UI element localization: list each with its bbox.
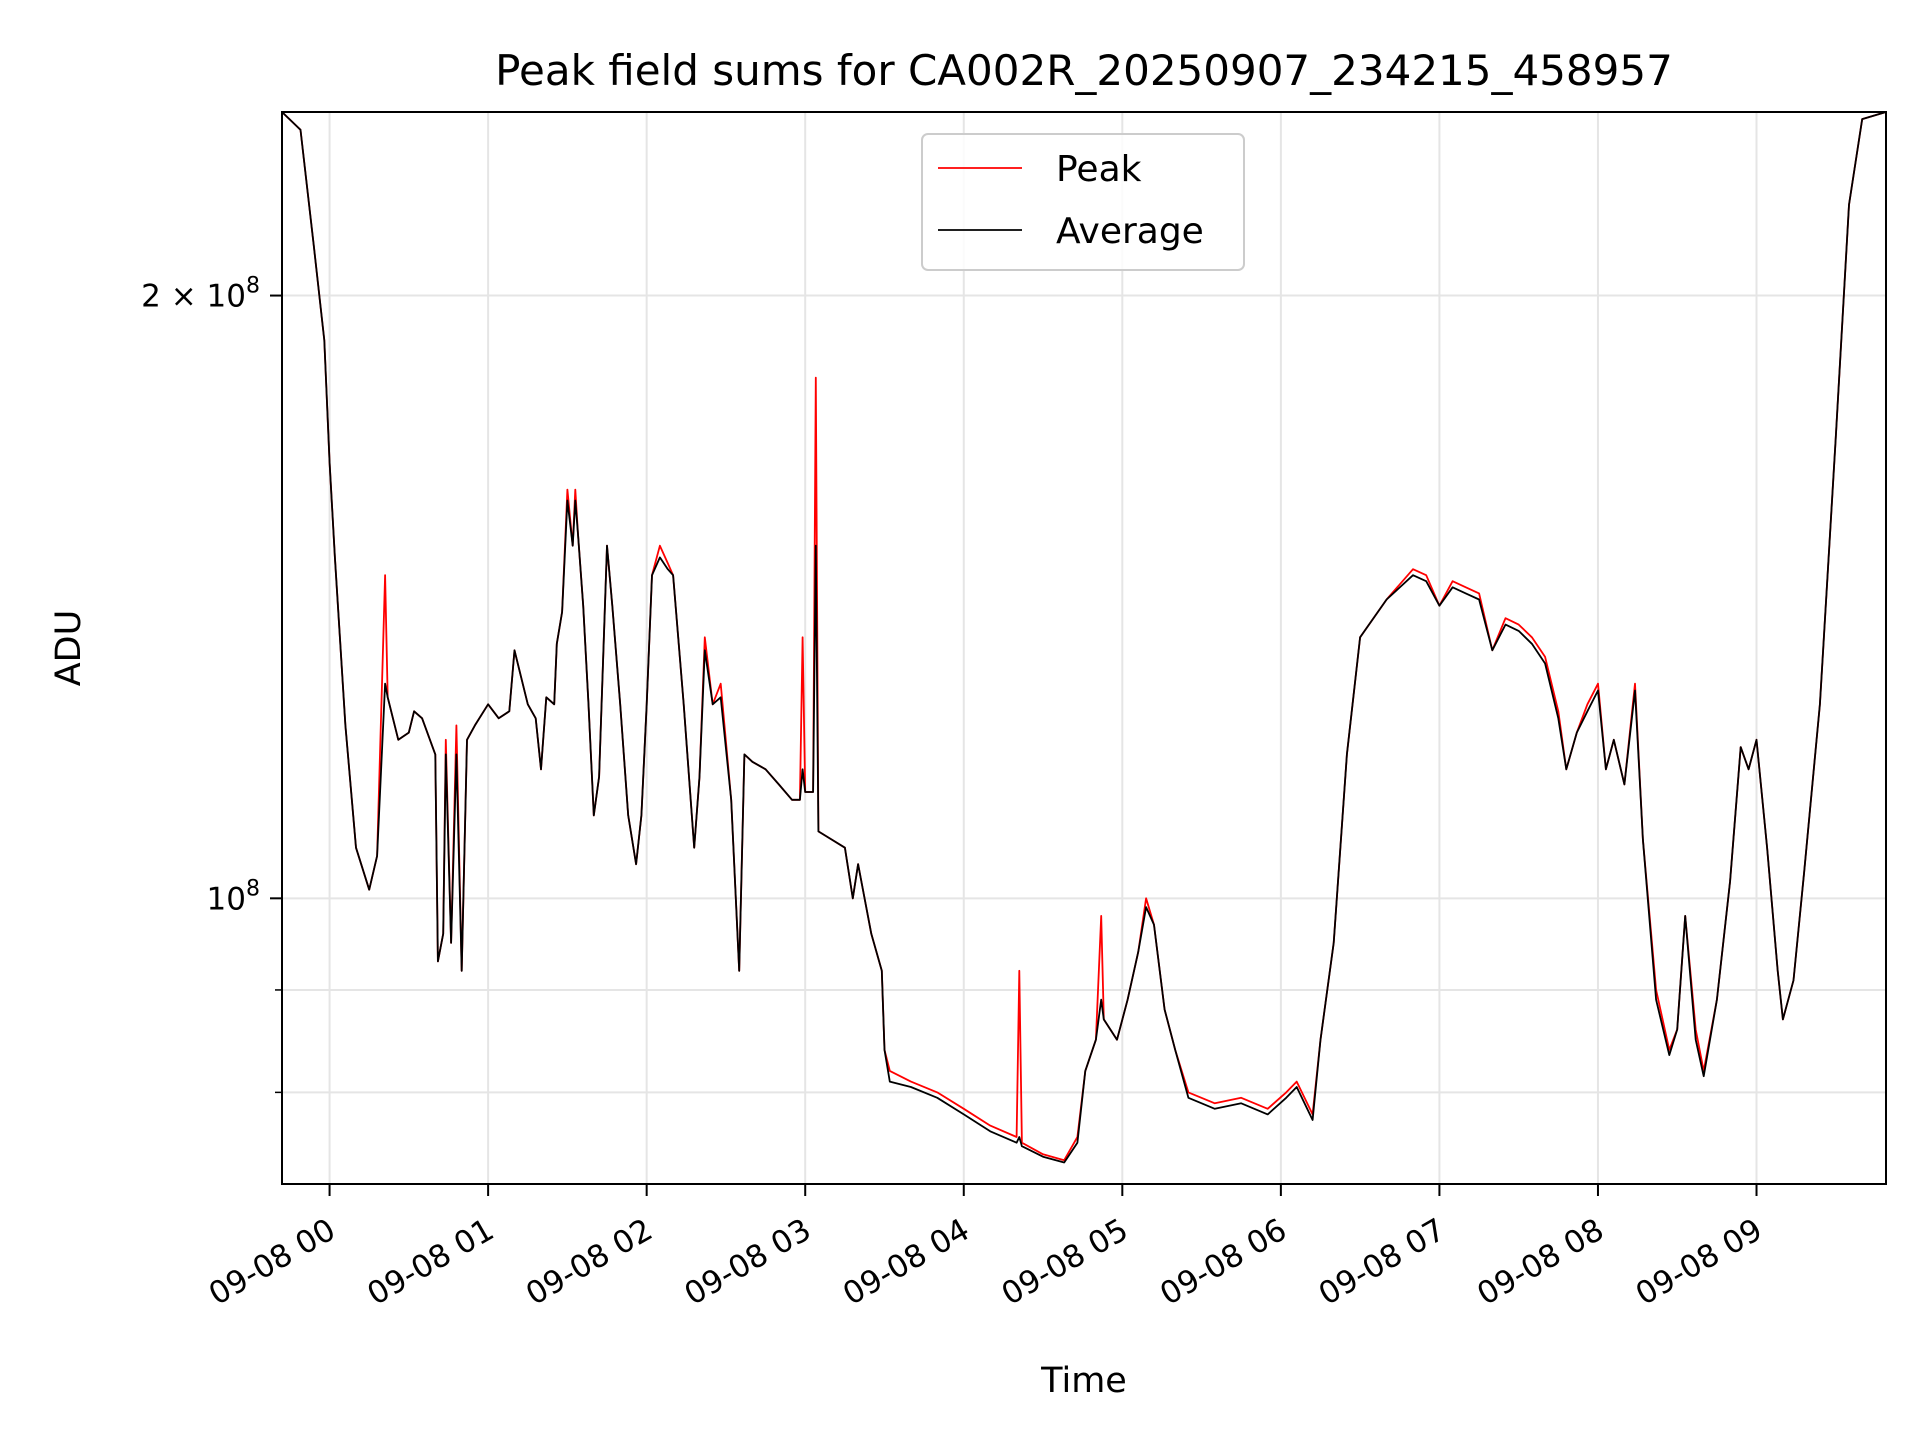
series-line-average	[281, 111, 1887, 1164]
y-axis-ticks: 108 2 × 108	[141, 274, 282, 1094]
legend-label-average: Average	[1056, 211, 1204, 252]
legend-label-peak: Peak	[1056, 149, 1142, 190]
plot-series	[281, 111, 1887, 1164]
legend: Peak Average	[921, 133, 1245, 271]
y-axis-title: ADU	[49, 610, 89, 687]
x-axis-title: Time	[1040, 1361, 1127, 1401]
y-tick-label: 108	[207, 876, 260, 917]
grid	[282, 112, 1886, 1184]
plot-frame	[281, 111, 1887, 1185]
chart-title: Peak field sums for CA002R_20250907_2342…	[495, 46, 1673, 95]
y-tick-label: 2 × 108	[141, 274, 260, 315]
